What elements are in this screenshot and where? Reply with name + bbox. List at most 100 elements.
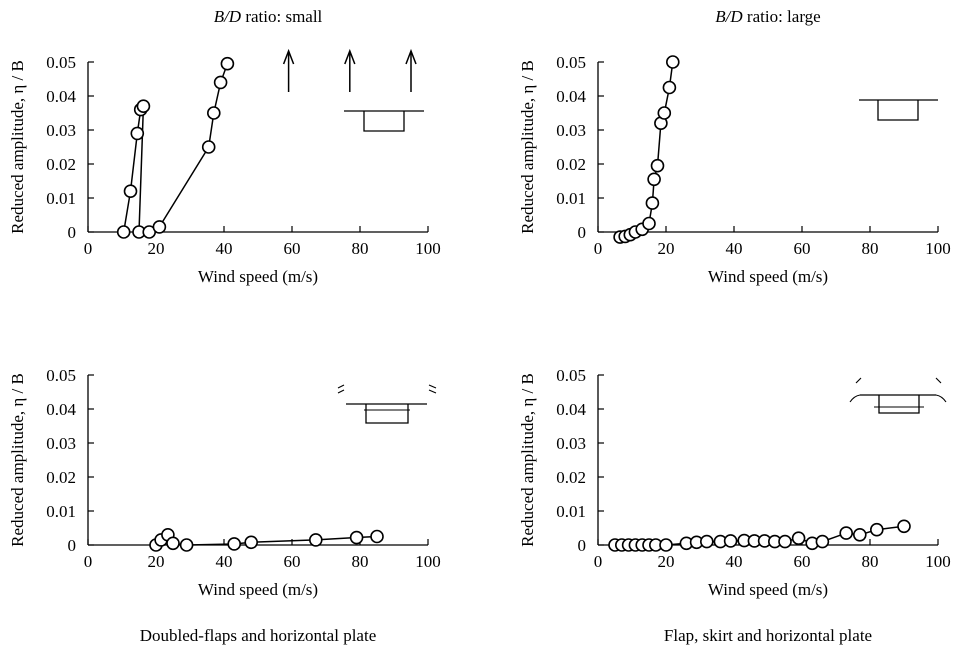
y-tick-label: 0 [578,223,587,242]
data-point [244,535,258,550]
data-point [815,534,830,549]
x-tick-label: 0 [84,552,93,571]
y-axis-label: Reduced amplitude, η / B [518,60,537,234]
data-point [152,220,167,234]
deck-section-flap-skirt-icon [849,377,947,414]
data-point [220,56,235,71]
y-tick-label: 0.03 [46,121,76,140]
data-point [839,526,853,540]
data-point [723,534,738,548]
data-point [123,184,138,198]
chart-panel-small-bd: B/D ratio: small 0 20 40 60 80 100 0 0.01 0.02 0.… [8,7,441,286]
x-axis-label: Wind speed (m/s) [198,267,318,286]
y-tick-label: 0.03 [556,434,586,453]
x-tick-label: 100 [925,239,951,258]
chart-panel-flap-skirt: 0 20 40 60 80 100 0 0.01 0.02 0.03 0.04 0.05 Wind sp… [518,366,951,645]
plot-area: 0 20 40 60 80 100 0 0.01 0.02 0.03 0.04 0.05 Wind sp… [8,366,441,599]
y-tick-label: 0.05 [46,53,76,72]
y-axis-label: Reduced amplitude, η / B [8,60,27,234]
x-tick-label: 20 [658,552,675,571]
x-tick-label: 60 [794,552,811,571]
chart-title: B/D ratio: small [214,7,323,26]
x-tick-label: 60 [794,239,811,258]
data-point [201,140,216,154]
plot-area: 0 20 40 60 80 100 0 0.01 0.02 0.03 0.04 0.05 Wind sp… [8,48,441,286]
x-tick-label: 20 [148,239,165,258]
data-point [657,106,672,120]
panel-caption: Flap, skirt and horizontal plate [664,626,872,645]
divergence-arrow-icon [282,48,295,92]
x-tick-label: 100 [415,239,441,258]
data-point [659,538,673,552]
y-tick-label: 0 [578,536,587,555]
x-axis-label: Wind speed (m/s) [708,267,828,286]
y-tick-label: 0.05 [46,366,76,385]
y-tick-label: 0.01 [46,502,76,521]
y-tick-label: 0.01 [556,502,586,521]
data-point [130,126,145,141]
data-point [642,216,656,231]
data-point [897,519,911,534]
x-tick-label: 80 [352,552,369,571]
x-tick-label: 0 [594,552,603,571]
x-tick-label: 100 [415,552,441,571]
x-tick-label: 40 [726,552,743,571]
data-point [645,196,660,210]
plot-area: 0 20 40 60 80 100 0 0.01 0.02 0.03 0.04 0.05 Wind sp… [518,53,951,286]
divergence-arrow-icon [344,48,356,92]
data-point [166,536,180,551]
x-tick-label: 20 [658,239,675,258]
x-tick-label: 0 [84,239,93,258]
y-tick-label: 0.02 [46,468,76,487]
data-point [116,225,131,239]
data-point [227,537,241,551]
x-tick-label: 40 [216,552,233,571]
data-point [778,534,792,549]
y-axis-label: Reduced amplitude, η / B [8,373,27,547]
y-tick-label: 0.04 [556,87,586,106]
y-axis-label: Reduced amplitude, η / B [518,373,537,547]
chart-panel-large-bd: B/D ratio: large 0 20 40 60 80 100 0 0.01 0.02 0.… [518,7,951,286]
chart-panel-doubled-flaps: 0 20 40 60 80 100 0 0.01 0.02 0.03 0.04 0.05 Wind sp… [8,366,441,645]
deck-section-plain-icon [859,99,938,121]
data-point [852,528,867,542]
deck-section-doubled-flaps-icon [337,384,437,424]
y-tick-label: 0.02 [556,468,586,487]
x-tick-label: 60 [284,552,301,571]
x-tick-label: 40 [216,239,233,258]
y-tick-label: 0.05 [556,53,586,72]
x-tick-label: 40 [726,239,743,258]
data-point [647,172,661,187]
y-tick-label: 0.04 [46,87,76,106]
y-tick-label: 0.02 [46,155,76,174]
y-tick-label: 0.04 [46,400,76,419]
panel-caption: Doubled-flaps and horizontal plate [140,626,377,645]
data-point [213,75,228,90]
deck-section-plain-icon [344,110,424,132]
divergence-arrow-icon [405,48,417,92]
x-tick-label: 20 [148,552,165,571]
data-point [136,99,151,114]
data-point [370,529,384,544]
x-tick-label: 60 [284,239,301,258]
x-axis-label: Wind speed (m/s) [198,580,318,599]
y-tick-label: 0 [68,536,77,555]
series-line [122,103,150,233]
x-axis-label: Wind speed (m/s) [708,580,828,599]
data-point [662,80,677,95]
x-tick-label: 100 [925,552,951,571]
plot-area: 0 20 40 60 80 100 0 0.01 0.02 0.03 0.04 0.05 Wind sp… [518,366,951,599]
y-tick-label: 0.04 [556,400,586,419]
y-tick-label: 0.03 [556,121,586,140]
data-point [700,534,714,549]
x-tick-label: 80 [862,239,879,258]
data-point [666,55,680,69]
data-point [650,158,665,173]
x-tick-label: 80 [862,552,879,571]
x-tick-label: 80 [352,239,369,258]
chart-title: B/D ratio: large [715,7,820,26]
y-tick-label: 0.01 [556,189,586,208]
data-point [869,522,884,537]
y-tick-label: 0.05 [556,366,586,385]
